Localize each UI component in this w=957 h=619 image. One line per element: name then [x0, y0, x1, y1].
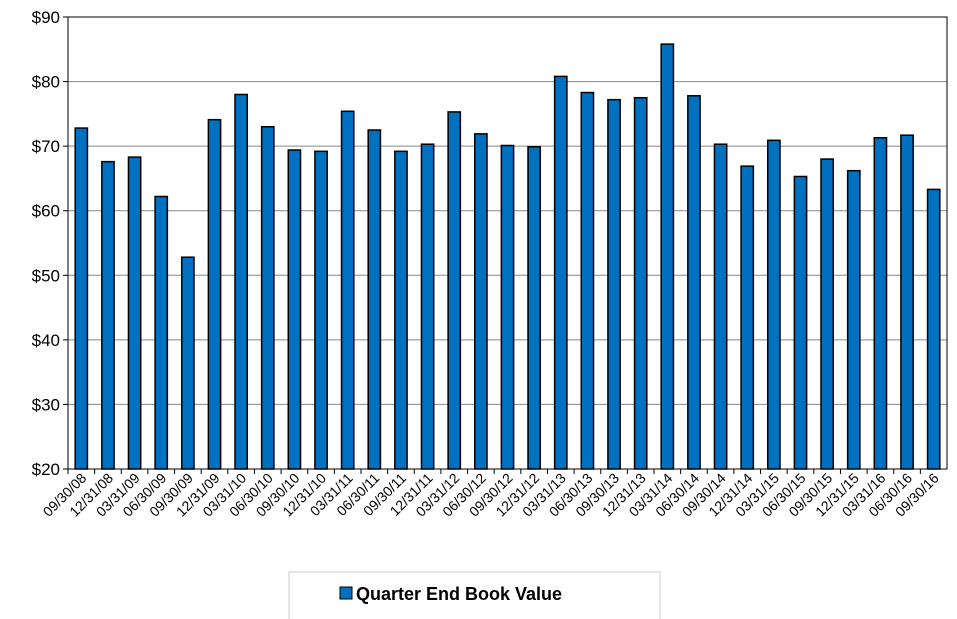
bar	[687, 95, 701, 470]
bar	[900, 134, 914, 470]
bar	[500, 144, 515, 470]
bar	[553, 75, 568, 470]
y-tick-label: $40	[32, 331, 60, 350]
bar	[180, 256, 195, 470]
bar	[234, 93, 249, 470]
bar	[207, 118, 222, 470]
legend: Quarter End Book Value	[288, 571, 661, 619]
y-tick-label: $70	[32, 137, 60, 156]
y-tick-label: $60	[32, 202, 60, 221]
bar	[260, 126, 275, 470]
bar	[713, 143, 728, 470]
y-tick-label: $20	[32, 460, 60, 479]
bar	[154, 195, 169, 470]
bar	[527, 146, 542, 470]
bar	[633, 96, 648, 470]
legend-swatch	[339, 586, 353, 600]
bar	[820, 158, 835, 470]
bar	[447, 111, 462, 470]
bar	[580, 91, 595, 470]
bar	[660, 43, 675, 470]
y-tick-label: $80	[32, 73, 60, 92]
bar	[314, 150, 328, 470]
bar	[420, 143, 435, 470]
bar	[846, 169, 861, 470]
y-tick-label: $50	[32, 266, 60, 285]
bar	[793, 175, 808, 470]
bar	[766, 139, 781, 470]
bar	[101, 160, 115, 470]
bar	[367, 129, 382, 470]
bar	[740, 165, 755, 470]
bar	[340, 110, 355, 470]
y-tick-label: $30	[32, 395, 60, 414]
bar	[394, 150, 408, 470]
bar	[607, 98, 621, 470]
y-tick-label: $90	[32, 8, 60, 27]
bar	[873, 136, 888, 470]
bar	[74, 127, 89, 470]
bar	[287, 149, 302, 470]
legend-label: Quarter End Book Value	[356, 584, 562, 604]
bar	[926, 188, 941, 470]
bar	[127, 156, 142, 470]
bar	[473, 133, 488, 470]
